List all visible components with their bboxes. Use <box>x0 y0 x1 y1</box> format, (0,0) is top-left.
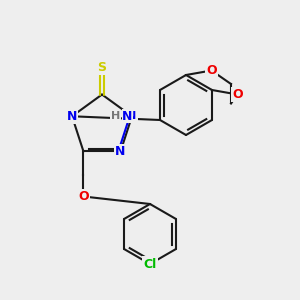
Text: H: H <box>111 111 120 121</box>
Text: Cl: Cl <box>143 257 157 271</box>
Text: N: N <box>115 145 126 158</box>
Text: O: O <box>78 190 89 203</box>
Text: S: S <box>98 61 106 74</box>
Text: N: N <box>122 110 133 123</box>
Text: O: O <box>232 88 243 101</box>
Text: N: N <box>127 111 136 121</box>
Text: O: O <box>206 64 217 77</box>
Text: N: N <box>67 110 77 123</box>
